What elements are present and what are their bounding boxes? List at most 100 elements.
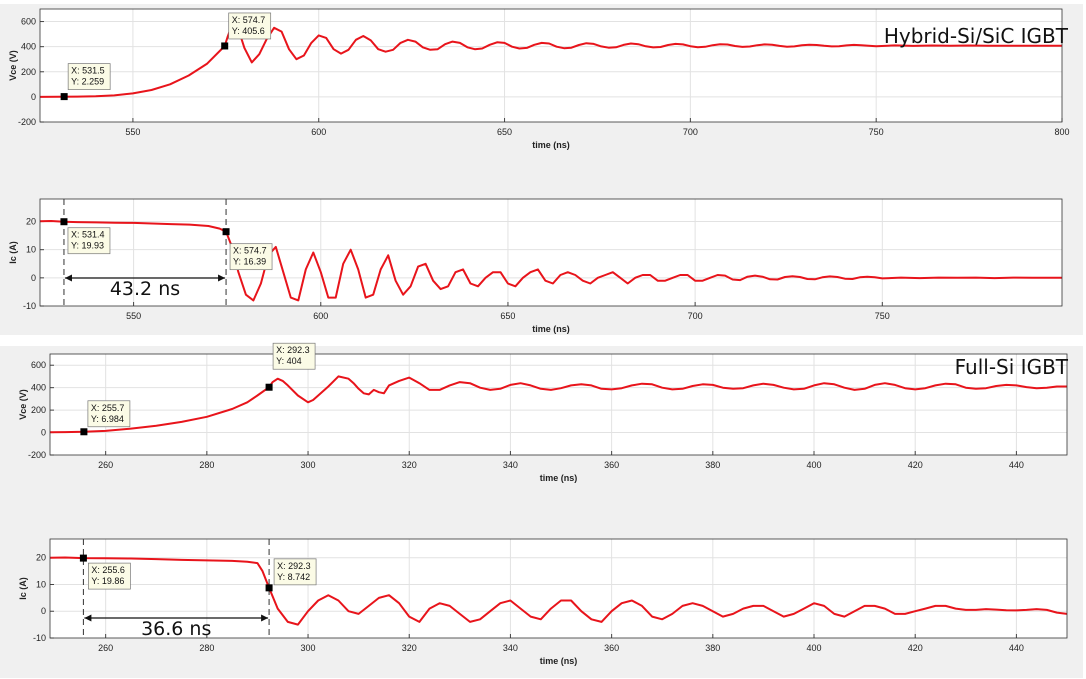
x-axis-label: time (ns): [540, 473, 578, 483]
series-line: [50, 556, 1067, 626]
section-title-full-si: Full-Si IGBT: [954, 355, 1068, 379]
data-tip-y: Y: 8.742: [277, 572, 310, 582]
data-tip-marker[interactable]: [222, 228, 230, 236]
x-tick-label: 280: [199, 643, 214, 653]
data-tip-box: [228, 12, 272, 40]
data-tip-y: Y: 404: [276, 356, 302, 366]
x-tick-label: 650: [500, 311, 515, 321]
data-tip-marker[interactable]: [265, 584, 273, 592]
plot-border: [39, 8, 1063, 123]
y-tick-label: 10: [36, 579, 46, 589]
y-tick-label: 600: [21, 17, 36, 27]
x-tick-label: 360: [604, 643, 619, 653]
x-tick-label: 300: [301, 643, 316, 653]
chart-2: 550 600 650 700 750 -10 0 10 20 time (ns) Ic (A) 43…: [8, 198, 1063, 334]
plot-area: [40, 9, 1062, 122]
y-tick-label: -200: [18, 117, 36, 127]
data-tip-box: [87, 400, 131, 428]
x-tick-label: 420: [908, 643, 923, 653]
x-tick-label: 380: [705, 460, 720, 470]
x-tick-label: 750: [869, 127, 884, 137]
data-tip-box: [229, 243, 273, 271]
x-tick-label: 380: [705, 643, 720, 653]
y-tick-label: 600: [31, 360, 46, 370]
y-tick-label: 400: [31, 383, 46, 393]
x-tick-label: 320: [402, 460, 417, 470]
data-tip-box: [88, 562, 131, 590]
y-tick-label: 0: [41, 606, 46, 616]
data-tip-y: Y: 19.93: [71, 241, 104, 251]
x-tick-label: 300: [301, 460, 316, 470]
chart-3: 260 280 300 320 340 360 380 400 420 440 -200 0 200 40…: [18, 342, 1068, 483]
y-tick-label: 0: [31, 92, 36, 102]
x-tick-label: 600: [313, 311, 328, 321]
data-tip-y: Y: 405.6: [232, 26, 265, 36]
data-tip-x: X: 255.7: [91, 403, 125, 413]
x-tick-label: 400: [806, 643, 821, 653]
y-axis-label: Vce (V): [18, 389, 28, 420]
data-tip-marker[interactable]: [60, 93, 68, 101]
data-tip-y: Y: 19.86: [91, 576, 124, 586]
x-axis-label: time (ns): [540, 656, 578, 666]
chart-1: 550 600 650 700 750 800 -200 0 200 400 600 time (ns…: [8, 8, 1070, 150]
x-tick-label: 550: [126, 311, 141, 321]
y-tick-label: -10: [23, 301, 36, 311]
data-tip-marker[interactable]: [221, 42, 229, 50]
data-tip-marker[interactable]: [80, 428, 88, 436]
data-tip-box: [67, 227, 111, 255]
data-tip-x: X: 574.7: [232, 15, 266, 25]
plot-area: [40, 199, 1062, 306]
y-tick-label: -10: [33, 633, 46, 643]
y-tick-label: 0: [31, 273, 36, 283]
interval-label: 36.6 ns: [141, 618, 211, 640]
section-title-hybrid: Hybrid-Si/SiC IGBT: [883, 24, 1068, 48]
x-tick-label: 750: [875, 311, 890, 321]
x-tick-label: 320: [402, 643, 417, 653]
x-tick-label: 260: [98, 643, 113, 653]
data-tip-x: X: 574.7: [233, 246, 267, 256]
data-tip-marker[interactable]: [79, 554, 87, 562]
plot-border: [39, 198, 1063, 307]
data-tip-x: X: 531.4: [71, 230, 105, 240]
data-tip-x: X: 292.3: [277, 561, 311, 571]
y-tick-label: 200: [21, 67, 36, 77]
y-axis-label: Ic (A): [8, 241, 18, 264]
data-tip-box: [273, 558, 317, 586]
x-tick-label: 440: [1009, 643, 1024, 653]
y-tick-label: -200: [28, 450, 46, 460]
x-axis-label: time (ns): [532, 140, 570, 150]
y-tick-label: 0: [41, 428, 46, 438]
plot-border: [49, 353, 1068, 456]
interval-arrow-head-left: [64, 274, 72, 282]
x-tick-label: 800: [1054, 127, 1069, 137]
data-tip-marker[interactable]: [265, 383, 273, 391]
y-axis-label: Vce (V): [8, 50, 18, 81]
data-tip-x: X: 292.3: [276, 345, 310, 355]
x-tick-label: 550: [125, 127, 140, 137]
plot-border: [49, 538, 1068, 639]
y-tick-label: 20: [26, 217, 36, 227]
data-tip-x: X: 255.6: [91, 565, 125, 575]
data-tip-y: Y: 2.259: [71, 77, 104, 87]
data-tip-marker[interactable]: [60, 218, 68, 226]
y-tick-label: 20: [36, 553, 46, 563]
x-tick-label: 360: [604, 460, 619, 470]
chart-4: 260 280 300 320 340 360 380 400 420 440 -10 0 10 20 ti…: [18, 538, 1068, 666]
x-axis-label: time (ns): [532, 324, 570, 334]
plot-area: [50, 354, 1067, 455]
y-axis-label: Ic (A): [18, 577, 28, 600]
x-tick-label: 400: [806, 460, 821, 470]
interval-arrow-head-right: [261, 614, 269, 622]
y-tick-label: 10: [26, 245, 36, 255]
data-tip-x: X: 531.5: [71, 66, 105, 76]
x-tick-label: 600: [311, 127, 326, 137]
x-tick-label: 280: [199, 460, 214, 470]
x-tick-label: 420: [908, 460, 923, 470]
interval-label: 43.2 ns: [110, 278, 180, 300]
data-tip-y: Y: 16.39: [233, 257, 266, 267]
x-tick-label: 650: [497, 127, 512, 137]
x-tick-label: 440: [1009, 460, 1024, 470]
series-line: [50, 375, 1067, 434]
data-tip-box: [272, 342, 316, 370]
